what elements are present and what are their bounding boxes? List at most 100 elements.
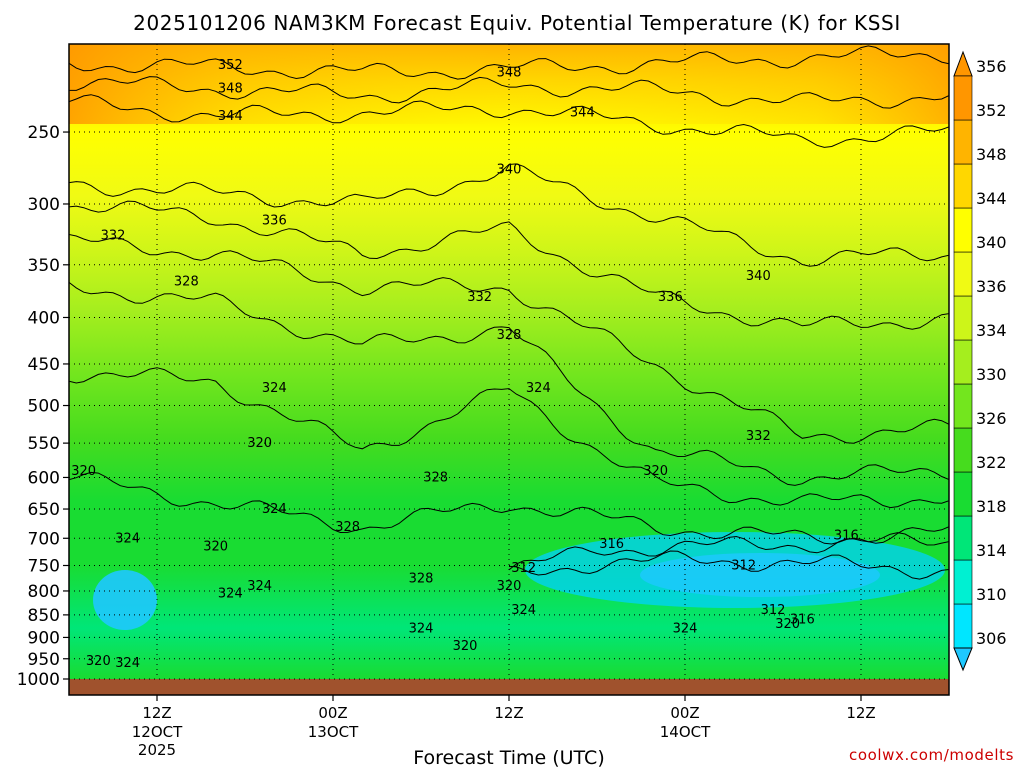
- x-tick-label: 12Z: [494, 704, 523, 722]
- contour-label: 320: [775, 617, 800, 632]
- contour-label: 324: [115, 656, 140, 671]
- colorbar-swatch: [953, 163, 973, 209]
- colorbar-swatch: [953, 207, 973, 253]
- x-tick-label: 00Z: [318, 704, 347, 722]
- colorbar: 306 310 314 318 322 326 330 334 336 340 344 348 352 3…: [953, 50, 1007, 672]
- contour-336: [69, 200, 949, 330]
- colorbar-label: 322: [976, 453, 1007, 472]
- y-tick-label: 700: [28, 529, 60, 549]
- x-tick-label: 14OCT: [660, 723, 711, 741]
- y-tick-label: 850: [28, 606, 60, 626]
- colorbar-label: 340: [976, 233, 1007, 252]
- y-tick-label: 600: [28, 468, 60, 488]
- colorbar-swatch: [953, 251, 973, 297]
- colorbar-swatch: [953, 603, 973, 649]
- colorbar-swatch: [953, 515, 973, 561]
- chart-title: 2025101206 NAM3KM Forecast Equiv. Potent…: [133, 11, 901, 35]
- contour-328: [69, 282, 949, 486]
- low-theta-e-core: [640, 553, 880, 597]
- x-axis-label: Forecast Time (UTC): [413, 747, 604, 768]
- y-tick-label: 1000: [17, 670, 60, 690]
- contour-label: 324: [247, 579, 272, 594]
- colorbar-label: 348: [976, 145, 1007, 164]
- y-axis: 2503003504004505005506006507007508008509…: [17, 123, 69, 690]
- contour-label: 348: [497, 66, 522, 81]
- contour-label: 332: [101, 229, 126, 244]
- x-tick-label: 12Z: [846, 704, 875, 722]
- contour-label: 312: [761, 603, 786, 618]
- contour-label: 316: [834, 528, 859, 543]
- contour-label: 340: [746, 269, 771, 284]
- y-tick-label: 250: [28, 123, 60, 143]
- contour-label: 324: [409, 622, 434, 637]
- contour-label: 352: [218, 58, 243, 73]
- contour-label: 324: [262, 381, 287, 396]
- colorbar-min-arrow: [953, 647, 973, 672]
- y-tick-label: 950: [28, 650, 60, 670]
- y-tick-label: 350: [28, 256, 60, 276]
- contour-label: 316: [790, 612, 815, 627]
- contour-labels: 352 348 344 348 344 340 340 336 336 332 332 332 328 3…: [71, 58, 858, 671]
- contour-label: 332: [467, 290, 492, 305]
- contour-label: 320: [86, 654, 111, 669]
- contour-316: [508, 532, 949, 571]
- colorbar-label: 314: [976, 541, 1007, 560]
- colorbar-swatch: [953, 383, 973, 429]
- contour-label: 320: [453, 639, 478, 654]
- contour-352: [69, 45, 949, 80]
- colorbar-swatch: [953, 295, 973, 341]
- x-tick-label: 13OCT: [308, 723, 359, 741]
- y-tick-label: 300: [28, 195, 60, 215]
- y-tick-label: 650: [28, 500, 60, 520]
- contour-324: [69, 367, 949, 509]
- colorbar-swatch: [953, 339, 973, 385]
- y-tick-label: 750: [28, 556, 60, 576]
- colorbar-swatch: [953, 559, 973, 605]
- y-tick-label: 500: [28, 397, 60, 417]
- colorbar-label: 334: [976, 321, 1007, 340]
- contour-label: 340: [497, 163, 522, 178]
- contour-344: [69, 94, 949, 148]
- contour-label: 328: [174, 274, 199, 289]
- y-tick-label: 400: [28, 308, 60, 328]
- contour-label: 320: [497, 579, 522, 594]
- colorbar-max-arrow: [953, 50, 973, 77]
- credit-text: coolwx.com/modelts: [849, 746, 1014, 764]
- colorbar-label: 326: [976, 409, 1007, 428]
- contour-label: 344: [570, 106, 595, 121]
- contour-label: 328: [497, 328, 522, 343]
- contour-348: [69, 76, 949, 109]
- contour-332: [69, 234, 949, 444]
- contour-label: 320: [71, 464, 96, 479]
- gridlines: [69, 44, 949, 680]
- colorbar-label: 344: [976, 189, 1007, 208]
- colorbar-label: 306: [976, 629, 1007, 648]
- contour-lines: [69, 45, 949, 580]
- contour-label: 328: [423, 470, 448, 485]
- contour-label: 324: [511, 603, 536, 618]
- colorbar-label: 310: [976, 585, 1007, 604]
- contour-label: 348: [218, 82, 243, 97]
- colorbar-label: 356: [976, 57, 1007, 76]
- contour-label: 328: [335, 520, 360, 535]
- colorbar-label: 318: [976, 497, 1007, 516]
- contour-label: 336: [658, 290, 683, 305]
- contour-label: 328: [409, 571, 434, 586]
- cold-pocket-left: [93, 570, 157, 630]
- contour-label: 320: [643, 464, 668, 479]
- contour-label: 324: [115, 531, 140, 546]
- colorbar-swatch: [953, 75, 973, 121]
- x-tick-label: 00Z: [670, 704, 699, 722]
- contour-label: 344: [218, 109, 243, 124]
- contour-label: 312: [731, 558, 756, 573]
- contour-label: 324: [526, 381, 551, 396]
- colorbar-swatch: [953, 471, 973, 517]
- colorbar-label: 330: [976, 365, 1007, 384]
- contour-label: 316: [599, 537, 624, 552]
- y-tick-label: 550: [28, 434, 60, 454]
- contour-label: 320: [203, 540, 228, 555]
- contour-312: [508, 550, 949, 580]
- contour-label: 336: [262, 214, 287, 229]
